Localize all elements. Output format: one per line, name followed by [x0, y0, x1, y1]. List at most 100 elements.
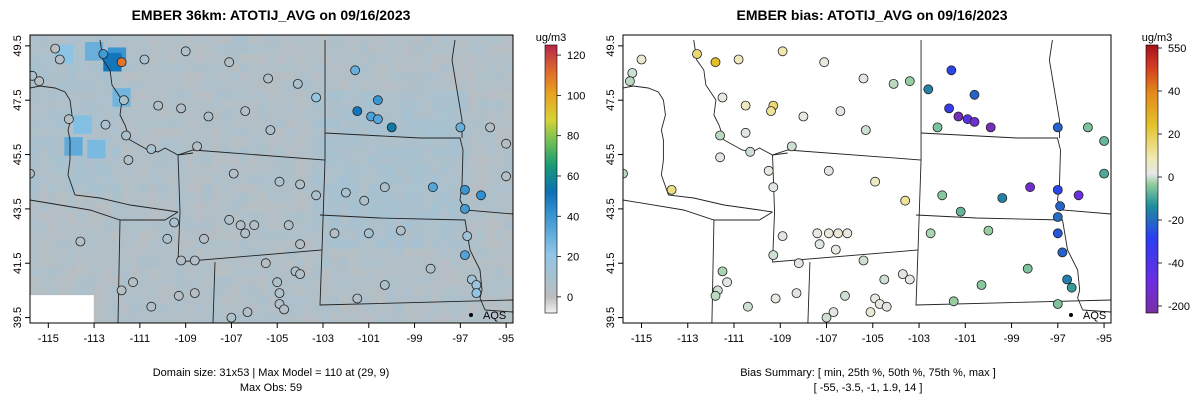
heatmap-cell — [294, 44, 304, 54]
heatmap-cell — [412, 90, 423, 101]
heatmap-cell — [494, 174, 505, 185]
heatmap-cell — [339, 90, 350, 101]
heatmap-cell — [230, 81, 240, 92]
observation-marker — [235, 220, 246, 231]
heatmap-cell — [421, 295, 432, 305]
heatmap-cell — [339, 137, 350, 147]
heatmap-cell — [421, 118, 432, 129]
observation-marker — [146, 144, 157, 155]
observation-marker — [858, 73, 869, 84]
heatmap-cell — [212, 146, 222, 157]
observation-marker — [295, 179, 306, 190]
heatmap-cell — [503, 211, 513, 222]
heatmap-cell — [66, 155, 76, 166]
heatmap-cell — [358, 202, 368, 212]
heatmap-cell — [39, 183, 49, 194]
heatmap-cell — [321, 304, 332, 315]
heatmap-cell — [57, 313, 67, 323]
heatmap-cell — [75, 72, 86, 82]
heatmap-cell — [130, 174, 140, 185]
observation-marker — [985, 122, 996, 133]
heatmap-cell — [312, 109, 323, 120]
heatmap-cell — [430, 81, 441, 92]
heatmap-cell — [166, 192, 177, 203]
observation-marker — [427, 182, 438, 193]
heatmap-cell — [30, 313, 40, 323]
heatmap-cell — [358, 239, 368, 250]
heatmap-cell — [239, 127, 250, 138]
observation-marker — [777, 231, 788, 242]
heatmap-cell — [321, 137, 332, 147]
heatmap-cell — [285, 62, 295, 73]
heatmap-cell — [239, 72, 250, 82]
heatmap-cell — [348, 183, 359, 194]
heatmap-cell — [130, 109, 140, 120]
heatmap-cell — [430, 211, 441, 222]
heatmap-cell — [175, 220, 186, 231]
heatmap-cell — [102, 90, 113, 101]
heatmap-cell — [339, 276, 350, 287]
heatmap-cell — [130, 211, 140, 222]
heatmap-cell — [257, 81, 268, 92]
heatmap-cell — [385, 72, 395, 82]
heatmap-cell — [130, 257, 140, 268]
heatmap-cell — [157, 109, 168, 120]
colorbar-tick-label: 120 — [567, 50, 585, 62]
heatmap-cell — [367, 146, 377, 157]
heatmap-cell — [348, 118, 359, 129]
heatmap-cell — [312, 313, 323, 323]
heatmap-cell — [303, 248, 313, 259]
heatmap-cell — [112, 146, 122, 157]
heatmap-cell — [421, 220, 432, 231]
heatmap-cell — [449, 109, 459, 120]
heatmap-cell — [48, 90, 58, 101]
heatmap-cell — [203, 248, 213, 259]
heatmap-cell — [221, 239, 231, 250]
heatmap-cell — [412, 192, 423, 203]
heatmap-cell — [312, 230, 323, 240]
heatmap-cell — [212, 155, 222, 166]
x-tick-label: -113 — [83, 333, 104, 345]
heatmap-cell — [412, 109, 423, 120]
heatmap-cell — [230, 295, 240, 305]
heatmap-cell — [440, 202, 450, 212]
heatmap-cell — [458, 174, 468, 185]
heatmap-cell — [130, 81, 140, 92]
heatmap-cell — [48, 267, 58, 277]
heatmap-cell — [66, 285, 76, 296]
heatmap-cell — [157, 276, 168, 287]
heatmap-cell — [248, 81, 259, 92]
observation-marker — [900, 195, 911, 206]
heatmap-cell — [358, 183, 368, 194]
heatmap-cell — [494, 230, 505, 240]
heatmap-cell — [285, 90, 295, 101]
heatmap-cell — [285, 248, 295, 259]
heatmap-cell — [239, 248, 250, 259]
y-tick-label: 41.5 — [605, 253, 617, 274]
heatmap-cell — [330, 267, 341, 277]
y-tick-label: 45.5 — [12, 144, 24, 165]
heatmap-cell — [75, 295, 86, 305]
observation-marker — [1052, 299, 1063, 309]
heatmap-cell — [449, 118, 459, 129]
heatmap-cell — [285, 183, 295, 194]
heatmap-hotspot — [84, 42, 104, 61]
heatmap-cell — [376, 295, 386, 305]
observation-marker — [292, 79, 303, 89]
heatmap-cell — [39, 276, 49, 287]
heatmap-cell — [230, 211, 240, 222]
heatmap-cell — [385, 230, 395, 240]
heatmap-cell — [130, 220, 140, 231]
heatmap-cell — [112, 267, 122, 277]
heatmap-cell — [30, 220, 40, 231]
heatmap-cell — [467, 81, 477, 92]
heatmap-cell — [303, 183, 313, 194]
heatmap-cell — [75, 257, 86, 268]
heatmap-cell — [403, 313, 414, 323]
heatmap-cell — [239, 44, 250, 54]
x-tick-label: -111 — [724, 333, 744, 345]
heatmap-cell — [430, 276, 441, 287]
heatmap-cell — [394, 202, 405, 212]
heatmap-cell — [339, 230, 350, 240]
heatmap-cell — [403, 295, 414, 305]
